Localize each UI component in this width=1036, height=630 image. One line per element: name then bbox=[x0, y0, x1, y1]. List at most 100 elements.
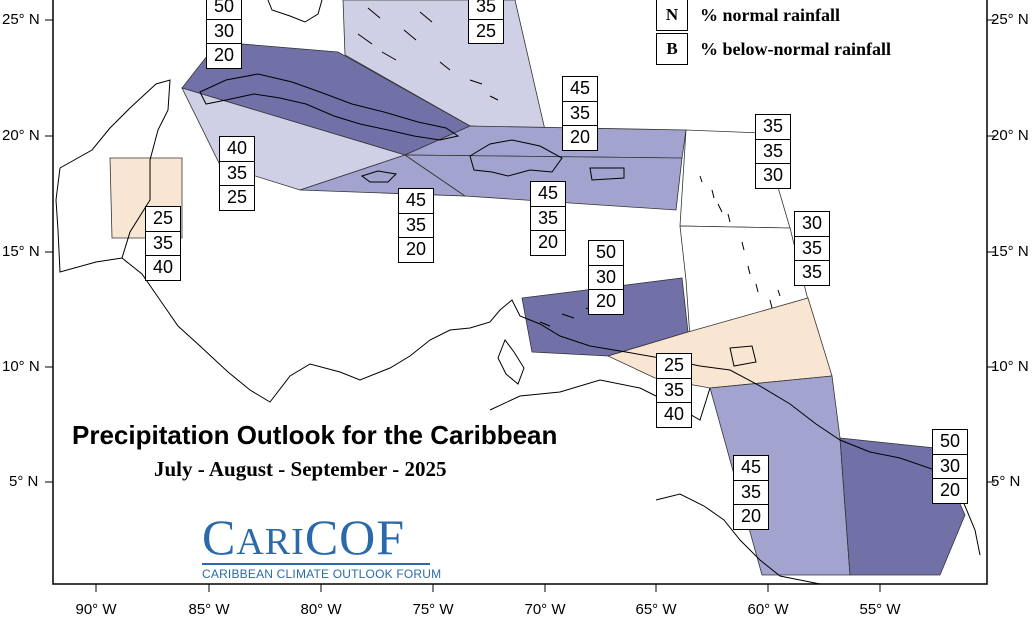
probability-value: 30 bbox=[756, 163, 790, 188]
lon-label-55w: 55° W bbox=[859, 601, 901, 618]
lat-label-left-25n: 25° N bbox=[2, 11, 40, 28]
florida-coast bbox=[267, 0, 323, 23]
lon-label-85w: 85° W bbox=[188, 601, 230, 618]
cuba-coast bbox=[199, 73, 460, 141]
probability-value: 40 bbox=[146, 255, 180, 280]
probability-value: 35 bbox=[756, 138, 790, 164]
probability-value: 20 bbox=[589, 289, 623, 314]
probability-value: 30 bbox=[589, 264, 623, 290]
probability-value: 35 bbox=[146, 230, 180, 256]
yucatan-coast bbox=[55, 167, 123, 273]
legend-key-normal: N bbox=[656, 0, 688, 31]
probability-value: 20 bbox=[207, 43, 241, 68]
probability-value: 45 bbox=[405, 190, 427, 210]
probability-value: 45 bbox=[740, 457, 762, 477]
probability-value: 50 bbox=[939, 431, 961, 451]
map-frame bbox=[52, 0, 988, 585]
probability-box-jamaica: 45 35 20 bbox=[398, 188, 434, 263]
probability-value: 40 bbox=[226, 138, 248, 158]
central-america-coast bbox=[59, 79, 981, 556]
lesser-antilles-islands bbox=[699, 175, 781, 309]
probability-box-hispaniola-north: 45 35 20 bbox=[562, 76, 598, 151]
lat-label-right-10n: 10° N bbox=[991, 358, 1029, 375]
lake-maracaibo bbox=[497, 338, 525, 385]
trinidad-coast bbox=[729, 345, 757, 367]
probability-value: 35 bbox=[563, 100, 597, 126]
probability-box-cuba: 50 30 20 bbox=[206, 0, 242, 69]
legend-key-below-normal: B bbox=[656, 33, 688, 65]
probability-value: 25 bbox=[220, 185, 254, 210]
probability-value: 20 bbox=[531, 230, 565, 255]
jamaica-coast bbox=[360, 170, 398, 183]
probability-box-western-caribbean: 40 35 25 bbox=[219, 136, 255, 211]
probability-value: 35 bbox=[657, 377, 691, 403]
probability-value: 20 bbox=[563, 125, 597, 150]
probability-box-trinidad-venezuela: 25 35 40 bbox=[656, 353, 692, 428]
lon-label-80w: 80° W bbox=[300, 601, 342, 618]
probability-box-suriname-guiana: 50 30 20 bbox=[932, 429, 968, 504]
lat-label-left-20n: 20° N bbox=[2, 127, 40, 144]
probability-value: 40 bbox=[657, 402, 691, 427]
lon-label-70w: 70° W bbox=[524, 601, 566, 618]
bahamas-islands bbox=[357, 7, 499, 101]
lon-label-60w: 60° W bbox=[747, 601, 789, 618]
probability-value: 35 bbox=[399, 212, 433, 238]
probability-value: 45 bbox=[537, 183, 559, 203]
probability-box-bahamas: 35 25 bbox=[468, 0, 504, 44]
coastlines bbox=[55, 0, 981, 585]
map-subtitle: July - August - September - 2025 bbox=[154, 457, 447, 481]
map-title: Precipitation Outlook for the Caribbean bbox=[72, 420, 558, 450]
probability-value: 35 bbox=[220, 160, 254, 186]
probability-value: 30 bbox=[801, 213, 823, 233]
probability-value: 25 bbox=[663, 355, 685, 375]
probability-value: 35 bbox=[795, 260, 829, 285]
lat-label-right-25n: 25° N bbox=[991, 11, 1029, 28]
lon-label-75w: 75° W bbox=[412, 601, 454, 618]
probability-value: 30 bbox=[933, 453, 967, 479]
lat-label-right-15n: 15° N bbox=[991, 243, 1029, 260]
south-america-interior bbox=[489, 379, 821, 585]
logo-letters-cof: COF bbox=[304, 509, 406, 565]
probability-value: 35 bbox=[734, 479, 768, 505]
probability-box-abc-islands: 50 30 20 bbox=[588, 240, 624, 315]
lat-label-left-10n: 10° N bbox=[2, 358, 40, 375]
probability-value: 35 bbox=[475, 0, 497, 16]
logo-letters-ari: ARI bbox=[236, 521, 305, 563]
lat-label-right-20n: 20° N bbox=[991, 127, 1029, 144]
puerto-rico-coast bbox=[589, 167, 625, 181]
probability-box-hispaniola-south: 45 35 20 bbox=[530, 181, 566, 256]
probability-value: 20 bbox=[399, 237, 433, 262]
hispaniola-coast bbox=[469, 139, 563, 177]
caricof-logo: CARICOF CARIBBEAN CLIMATE OUTLOOK FORUM bbox=[202, 512, 441, 581]
probability-box-eastern-caribbean: 35 35 30 bbox=[755, 114, 791, 189]
logo-wordmark: CARICOF bbox=[202, 512, 441, 562]
lat-label-right-5n: 5° N bbox=[991, 473, 1021, 490]
outlook-regions bbox=[109, 0, 966, 576]
lat-label-left-5n: 5° N bbox=[9, 473, 39, 490]
probability-value: 45 bbox=[569, 78, 591, 98]
logo-letter-c: C bbox=[202, 509, 237, 565]
logo-tagline: CARIBBEAN CLIMATE OUTLOOK FORUM bbox=[202, 567, 442, 581]
probability-value: 25 bbox=[152, 208, 174, 228]
probability-box-guyana: 45 35 20 bbox=[733, 455, 769, 530]
probability-value: 25 bbox=[469, 18, 503, 44]
probability-box-belize: 25 35 40 bbox=[145, 206, 181, 281]
probability-value: 20 bbox=[933, 478, 967, 503]
logo-divider bbox=[202, 563, 430, 565]
legend-label-normal: % normal rainfall bbox=[700, 4, 840, 25]
tick-marks bbox=[45, 19, 995, 592]
probability-value: 35 bbox=[795, 235, 829, 261]
probability-value: 35 bbox=[762, 116, 784, 136]
lat-label-left-15n: 15° N bbox=[2, 243, 40, 260]
lon-label-65w: 65° W bbox=[635, 601, 677, 618]
probability-value: 30 bbox=[207, 18, 241, 44]
legend-label-below-normal: % below-normal rainfall bbox=[700, 38, 891, 59]
probability-value: 35 bbox=[531, 205, 565, 231]
probability-value: 50 bbox=[213, 0, 235, 16]
legend-normal: N % normal rainfall bbox=[656, 0, 840, 32]
probability-value: 50 bbox=[595, 242, 617, 262]
probability-value: 20 bbox=[734, 504, 768, 529]
lon-label-90w: 90° W bbox=[75, 601, 117, 618]
region-guyana bbox=[709, 375, 851, 576]
